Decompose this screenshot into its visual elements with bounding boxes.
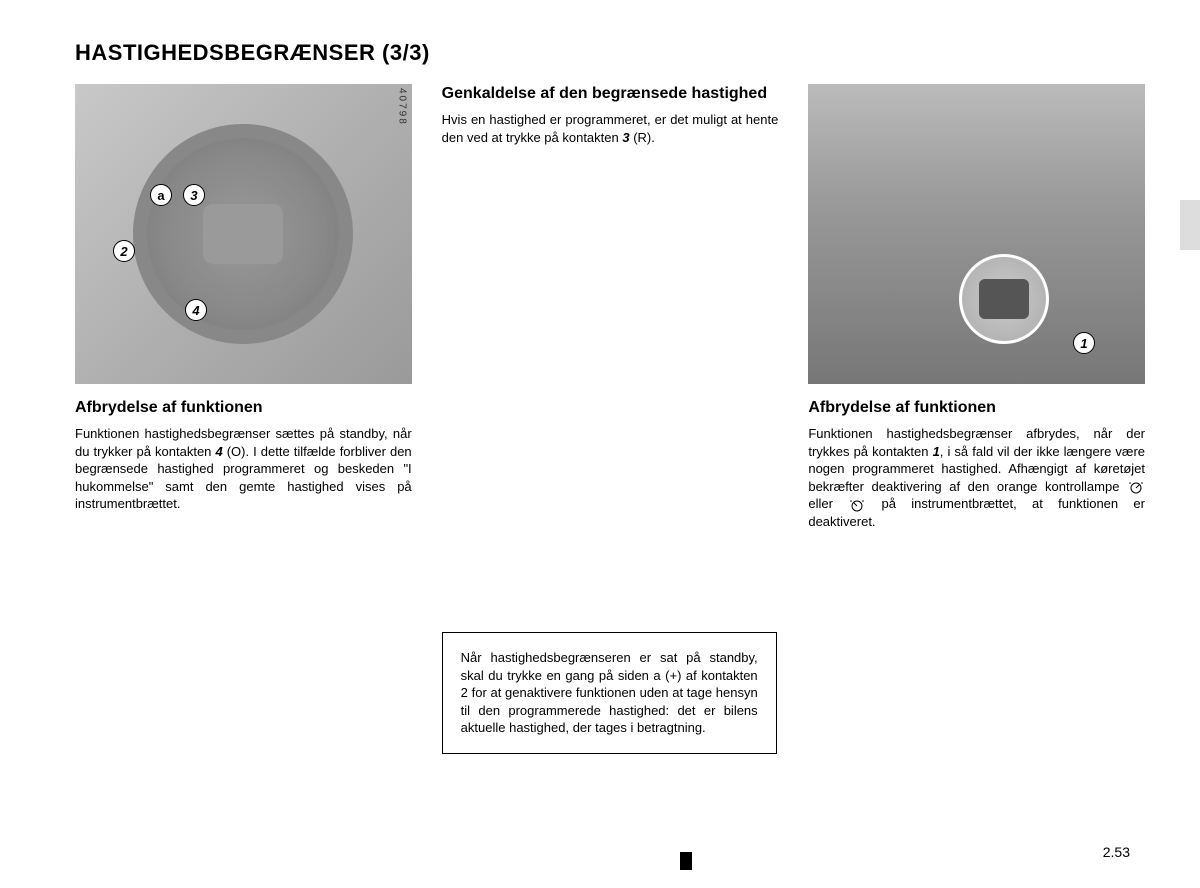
speedometer-icon [1127,480,1145,494]
black-tab-marker [680,852,692,870]
title-text: HASTIGHEDSBEGRÆNSER [75,40,375,65]
column-2: Genkaldelse af den begrænsede hastighed … [442,84,779,824]
steering-wheel-graphic [133,124,353,344]
column-3: 40914 1 Afbrydelse af funktionen Funktio… [808,84,1145,824]
note-ref-a: a [653,668,660,683]
col2-body: Hvis en hastighed er programmeret, er de… [442,111,779,146]
col1-heading: Afbrydelse af funktionen [75,398,412,417]
note-1b: (+) af kontakten [661,668,758,683]
image-id-left: 40798 [397,88,408,126]
column-1: 40798 a 3 2 4 Afbrydelse af funktionen F… [75,84,412,824]
col3-body-1c: eller [808,496,848,511]
col2-body-1: Hvis en hastighed er programmeret, er de… [442,112,779,145]
page-number: 2.53 [1103,844,1130,860]
note-1c: for at genaktivere funktionen uden at ta… [461,685,758,735]
note-box: Når hastighedsbegrænseren er sat på stan… [442,632,777,754]
col1-ref-4: 4 [215,444,222,459]
columns-container: 40798 a 3 2 4 Afbrydelse af funktionen F… [75,84,1145,824]
console-button-graphic [979,279,1029,319]
title-part: (3/3) [382,40,430,65]
note-ref-2: 2 [461,685,468,700]
callout-1: 1 [1073,332,1095,354]
col3-heading: Afbrydelse af funktionen [808,398,1145,417]
col3-ref-1: 1 [933,444,940,459]
wheel-hub [203,204,283,264]
col2-ref-3: 3 [622,130,629,145]
figure-steering-wheel: 40798 a 3 2 4 [75,84,412,384]
col1-body: Funktionen hastighedsbegrænser sættes på… [75,425,412,513]
callout-2: 2 [113,240,135,262]
col2-body-1b: (R). [630,130,655,145]
side-tab [1180,200,1200,250]
callout-a: a [150,184,172,206]
speedometer-icon-2 [848,498,866,512]
figure-dashboard: 40914 1 [808,84,1145,384]
page-title: HASTIGHEDSBEGRÆNSER (3/3) [75,40,1145,66]
callout-4: 4 [185,299,207,321]
col3-body: Funktionen hastighedsbegrænser afbrydes,… [808,425,1145,530]
col2-heading: Genkaldelse af den begrænsede hastighed [442,84,779,103]
callout-3: 3 [183,184,205,206]
console-highlight-circle [959,254,1049,344]
wheel-outer-ring [133,124,353,344]
